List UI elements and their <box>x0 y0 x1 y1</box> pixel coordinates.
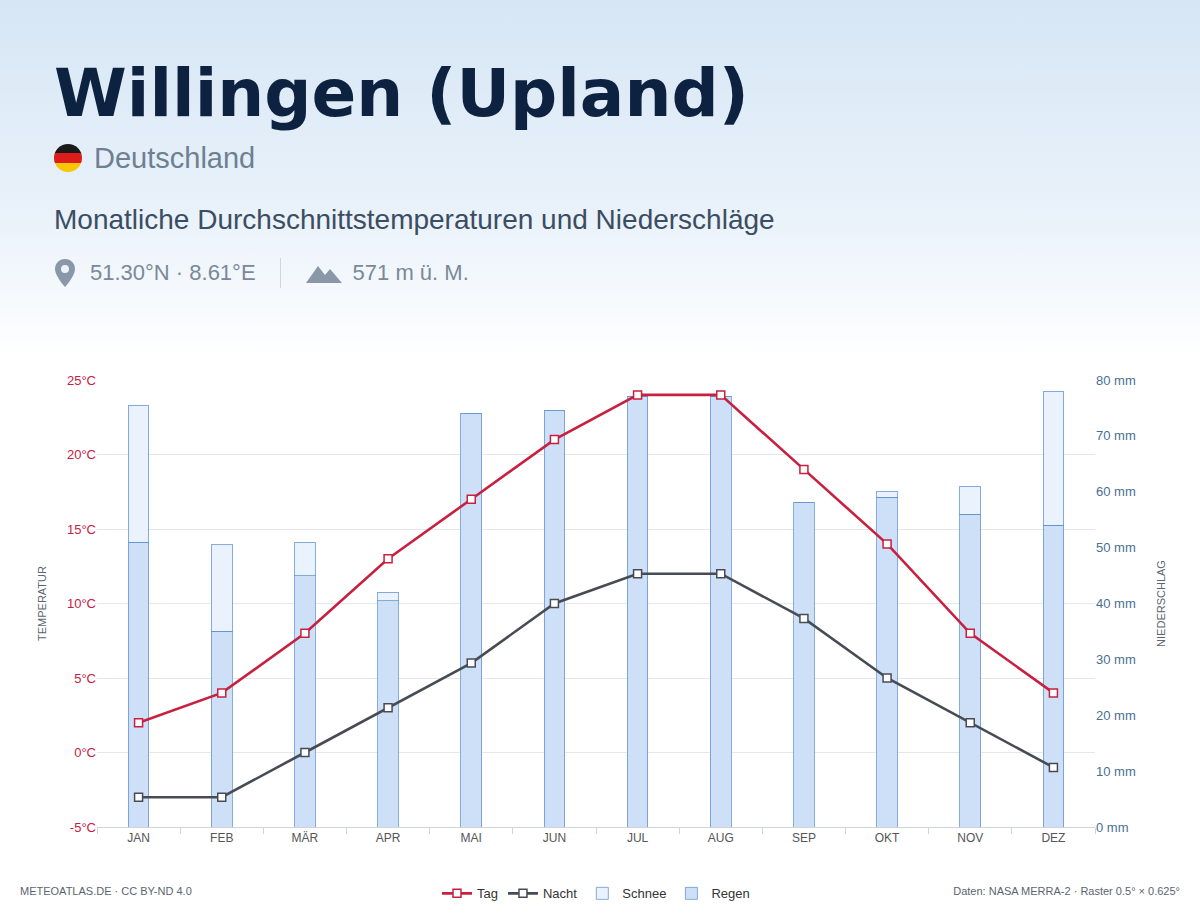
svg-text:MAI: MAI <box>461 831 482 845</box>
svg-text:10 mm: 10 mm <box>1096 764 1136 779</box>
svg-text:20 mm: 20 mm <box>1096 708 1136 723</box>
html-text:Daten: NASA MERRA-2 · Raster 0: Daten: NASA MERRA-2 · Raster 0.5° × 0.62… <box>953 885 1180 897</box>
svg-text:NOV: NOV <box>957 831 983 845</box>
svg-text:10°C: 10°C <box>67 596 96 611</box>
html-text:51.30°N · 8.61°E: 51.30°N · 8.61°E <box>90 260 256 285</box>
svg-text:FEB: FEB <box>210 831 233 845</box>
svg-text:40 mm: 40 mm <box>1096 596 1136 611</box>
svg-text:Schnee: Schnee <box>622 886 666 901</box>
svg-text:TEMPERATUR: TEMPERATUR <box>36 566 48 641</box>
html-text:Monatliche Durchschnittstemper: Monatliche Durchschnittstemperaturen und… <box>54 204 775 235</box>
svg-text:APR: APR <box>376 831 401 845</box>
svg-text:80 mm: 80 mm <box>1096 373 1136 388</box>
svg-text:SEP: SEP <box>792 831 816 845</box>
svg-text:Tag: Tag <box>477 886 498 901</box>
html-text:Deutschland: Deutschland <box>94 142 256 174</box>
svg-text:NIEDERSCHLAG: NIEDERSCHLAG <box>1155 560 1167 647</box>
svg-text:Nacht: Nacht <box>543 886 577 901</box>
svg-text:JAN: JAN <box>127 831 150 845</box>
html-text:Willingen (Upland): Willingen (Upland) <box>54 55 749 132</box>
svg-text:-5°C: -5°C <box>70 820 96 835</box>
svg-text:JUN: JUN <box>543 831 566 845</box>
svg-text:60 mm: 60 mm <box>1096 484 1136 499</box>
svg-text:30 mm: 30 mm <box>1096 652 1136 667</box>
svg-text:25°C: 25°C <box>67 373 96 388</box>
svg-text:70 mm: 70 mm <box>1096 428 1136 443</box>
svg-text:0 mm: 0 mm <box>1096 820 1129 835</box>
html-text:571 m ü. M.: 571 m ü. M. <box>352 260 469 285</box>
svg-text:0°C: 0°C <box>74 745 96 760</box>
svg-text:Regen: Regen <box>711 886 749 901</box>
svg-text:15°C: 15°C <box>67 522 96 537</box>
svg-text:OKT: OKT <box>875 831 900 845</box>
svg-text:5°C: 5°C <box>74 671 96 686</box>
svg-text:20°C: 20°C <box>67 447 96 462</box>
html-text:METEOATLAS.DE · CC BY-ND 4.0: METEOATLAS.DE · CC BY-ND 4.0 <box>20 885 192 897</box>
svg-text:JUL: JUL <box>627 831 649 845</box>
svg-text:AUG: AUG <box>708 831 734 845</box>
svg-text:MÄR: MÄR <box>292 831 319 845</box>
svg-text:50 mm: 50 mm <box>1096 540 1136 555</box>
svg-text:DEZ: DEZ <box>1041 831 1065 845</box>
